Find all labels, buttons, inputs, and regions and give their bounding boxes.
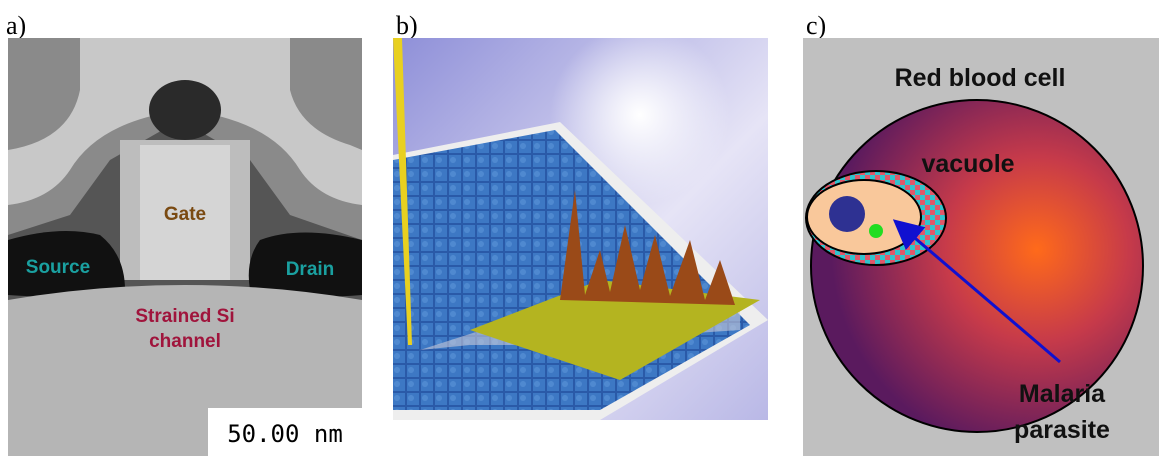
annotation: Drain bbox=[286, 259, 335, 280]
panel-label: a) bbox=[6, 11, 26, 40]
page: {"panels": [ {"label": "a)", "annotation… bbox=[0, 0, 1161, 456]
scale-bar-label: 50.00 nm bbox=[227, 420, 343, 448]
annotation: channel bbox=[149, 331, 221, 352]
annotation: Malaria bbox=[1019, 380, 1106, 408]
annotation: Source bbox=[26, 257, 90, 278]
figure: a) Gate Source Drain Strained Si channel… bbox=[0, 0, 1161, 456]
organelle bbox=[869, 224, 883, 238]
panel-label: b) bbox=[396, 11, 418, 40]
annotation: parasite bbox=[1014, 416, 1110, 444]
panel-a: a) Gate Source Drain Strained Si channel… bbox=[6, 11, 362, 456]
annotation: Strained Si bbox=[135, 306, 234, 327]
panel-label: c) bbox=[806, 11, 826, 40]
gate-contact bbox=[149, 80, 221, 140]
annotation: Red blood cell bbox=[895, 64, 1066, 92]
annotation: vacuole bbox=[921, 150, 1014, 178]
annotation: Gate bbox=[164, 204, 206, 225]
panel-c: c) Red blood cell vacuole Malaria parasi… bbox=[803, 11, 1159, 456]
nucleus bbox=[829, 196, 865, 232]
panel-b: b) bbox=[393, 11, 768, 420]
